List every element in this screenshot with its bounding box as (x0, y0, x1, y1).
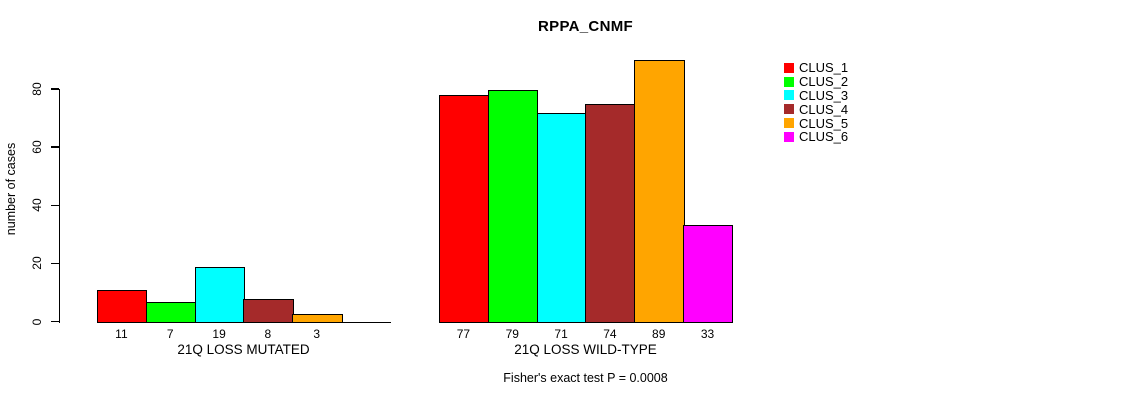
legend-item-label: CLUS_5 (799, 115, 849, 131)
bar-value-label: 79 (505, 327, 519, 341)
chart-title: RPPA_CNMF (538, 18, 633, 35)
y-axis-label: number of cases (4, 142, 18, 236)
legend-item: CLUS_1 (784, 61, 848, 75)
bar-clus-4-group1 (243, 299, 294, 323)
y-tick-label: 0 (30, 318, 44, 325)
legend-item-label: CLUS_2 (799, 74, 849, 90)
bar-clus-1-group1 (97, 290, 148, 323)
x-group-label-mutated: 21Q LOSS MUTATED (177, 342, 310, 357)
y-tick-label: 40 (30, 198, 44, 212)
bar-clus-6-group2 (683, 225, 734, 323)
legend: CLUS_1 CLUS_2 CLUS_3 CLUS_4 CLUS_5 CLUS_6 (784, 61, 848, 144)
y-tick-mark (50, 204, 59, 207)
bar-value-label: 19 (212, 327, 226, 341)
fisher-test-annotation: Fisher's exact test P = 0.0008 (503, 371, 668, 385)
bar-clus-3-group2 (536, 113, 587, 323)
y-axis-line (58, 88, 60, 323)
legend-color-swatch (784, 118, 794, 129)
legend-color-swatch (784, 76, 794, 87)
x-group-label-wild-type: 21Q LOSS WILD-TYPE (514, 342, 657, 357)
bar-value-label: 77 (456, 327, 471, 341)
bar-clus-3-group1 (194, 266, 245, 323)
y-tick-mark (50, 88, 59, 90)
bar-clus-1-group2 (439, 95, 490, 323)
legend-item-label: CLUS_6 (799, 129, 849, 145)
bar-value-label: 3 (313, 327, 321, 341)
bar-value-label: 7 (166, 327, 174, 341)
legend-item: CLUS_4 (784, 102, 848, 116)
bar-clus-2-group1 (145, 302, 197, 323)
legend-item: CLUS_2 (784, 75, 848, 89)
legend-item-label: CLUS_3 (799, 87, 849, 103)
bar-clus-2-group2 (487, 89, 539, 323)
bar-clus-5-group2 (634, 60, 685, 323)
legend-item-label: CLUS_4 (799, 101, 849, 117)
legend-item: CLUS_5 (784, 116, 848, 130)
bar-value-label: 74 (603, 327, 617, 341)
bar-value-label: 33 (700, 327, 715, 341)
bar-clus-5-group1 (292, 314, 343, 323)
y-tick-mark (50, 146, 59, 148)
legend-item-label: CLUS_1 (799, 60, 849, 76)
legend-color-swatch (784, 104, 794, 115)
y-tick-label: 80 (30, 82, 44, 96)
legend-item: CLUS_6 (784, 130, 848, 144)
legend-color-swatch (784, 62, 794, 73)
bar-value-label: 71 (554, 327, 568, 341)
bar-clus-4-group2 (585, 104, 636, 323)
bar-value-label: 8 (264, 327, 272, 341)
legend-item: CLUS_3 (784, 89, 848, 103)
legend-color-swatch (784, 131, 794, 142)
bar-value-label: 11 (115, 327, 128, 341)
y-tick-mark (50, 320, 59, 323)
y-tick-label: 20 (30, 256, 44, 271)
legend-color-swatch (784, 90, 794, 101)
bar-value-label: 89 (652, 327, 666, 341)
y-tick-mark (50, 262, 59, 265)
y-tick-label: 60 (30, 140, 44, 154)
